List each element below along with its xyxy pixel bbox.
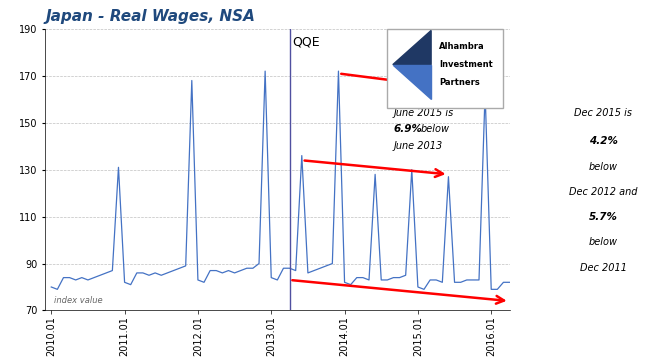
Text: Dec 2011: Dec 2011: [580, 263, 626, 273]
Text: below: below: [421, 124, 450, 134]
Text: index value: index value: [54, 296, 103, 305]
Polygon shape: [393, 65, 431, 99]
FancyBboxPatch shape: [387, 29, 503, 108]
Text: Dec 2012 and: Dec 2012 and: [569, 187, 637, 197]
Polygon shape: [393, 30, 431, 65]
Text: Dec 2015 is: Dec 2015 is: [574, 108, 632, 118]
Text: Japan - Real Wages, NSA: Japan - Real Wages, NSA: [45, 9, 255, 23]
Text: Investment: Investment: [439, 60, 493, 69]
Text: below: below: [589, 162, 617, 172]
Text: Partners: Partners: [439, 78, 480, 87]
Text: 5.7%: 5.7%: [589, 212, 617, 222]
Text: June 2015 is: June 2015 is: [393, 108, 453, 118]
Text: 6.9%: 6.9%: [393, 124, 422, 134]
Text: below: below: [589, 238, 617, 248]
Text: QQE: QQE: [293, 35, 321, 48]
Text: June 2013: June 2013: [393, 140, 442, 151]
Text: 4.2%: 4.2%: [589, 136, 617, 147]
Text: Alhambra: Alhambra: [439, 42, 485, 51]
